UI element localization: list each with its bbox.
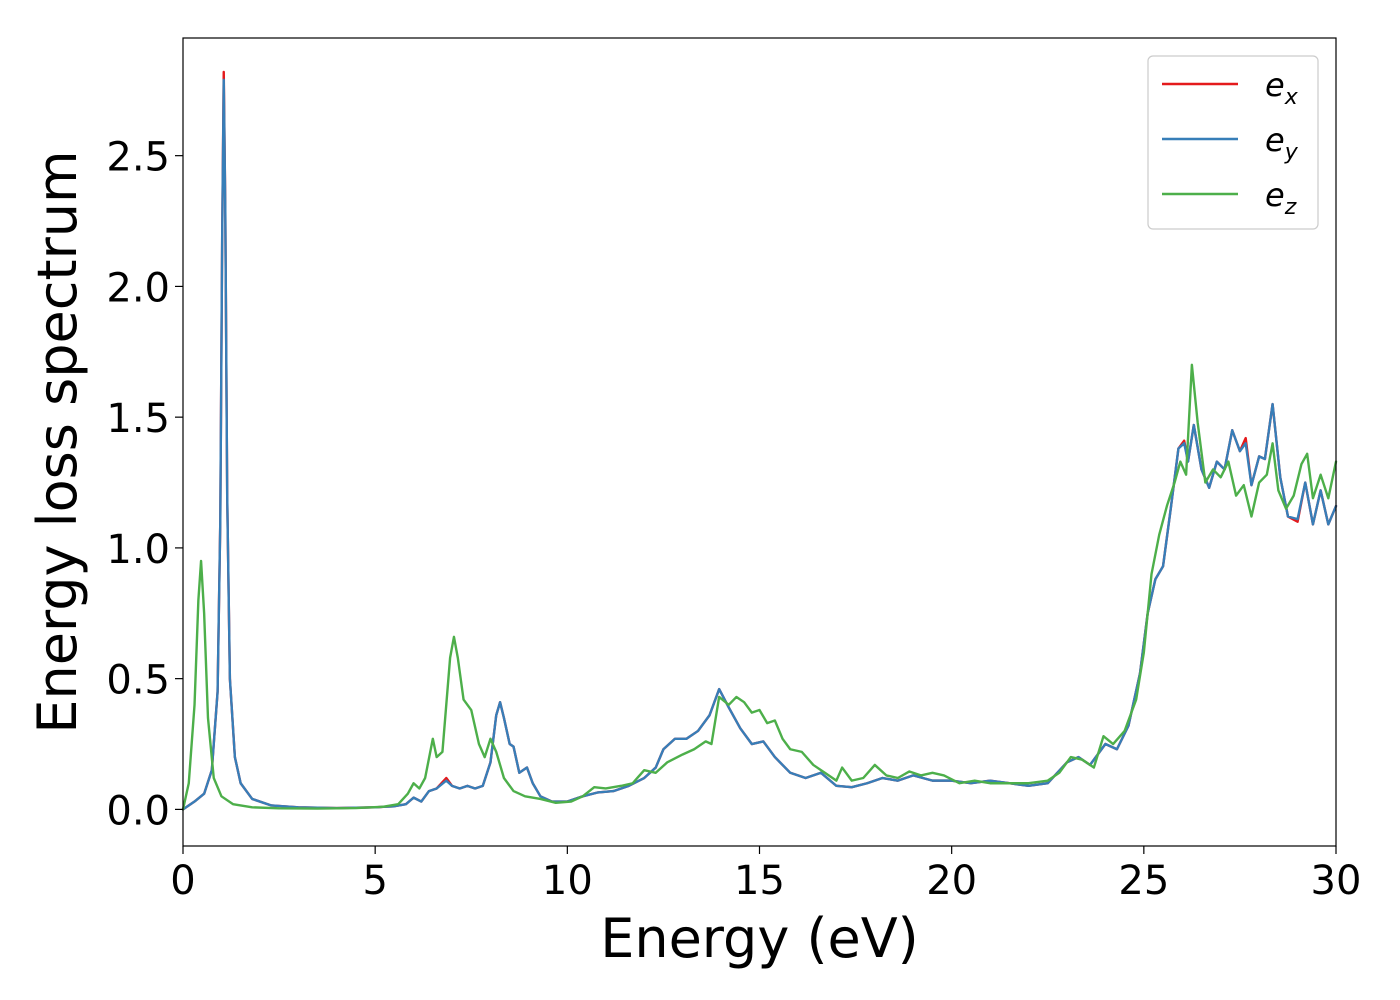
series-line-ey xyxy=(181,78,1338,811)
x-tick-label: 30 xyxy=(1311,858,1362,904)
y-tick-label: 1.0 xyxy=(106,527,170,573)
y-tick-label: 0.0 xyxy=(106,788,170,834)
y-tick-label: 2.5 xyxy=(106,135,170,181)
x-axis: 0 5 10 15 20 25 30 xyxy=(170,846,1361,904)
series-layer xyxy=(181,70,1338,811)
x-axis-title: Energy (eV) xyxy=(600,907,919,970)
y-tick-label: 0.5 xyxy=(106,658,170,704)
legend-box xyxy=(1147,55,1319,230)
y-axis-title: Energy loss spectrum xyxy=(26,150,89,733)
y-axis: 0.0 0.5 1.0 1.5 2.0 2.5 xyxy=(106,135,183,834)
x-tick-label: 10 xyxy=(542,858,593,904)
y-tick-label: 2.0 xyxy=(106,265,170,311)
x-tick-label: 15 xyxy=(734,858,785,904)
y-tick-label: 1.5 xyxy=(106,396,170,442)
legend-label-ex: ex xyxy=(1265,66,1299,110)
x-tick-label: 25 xyxy=(1118,858,1169,904)
legend: ex ey ez xyxy=(1147,55,1319,230)
legend-label-ez: ez xyxy=(1265,176,1297,220)
series-line-ez xyxy=(181,363,1338,811)
x-tick-label: 0 xyxy=(170,858,195,904)
x-tick-label: 20 xyxy=(926,858,977,904)
x-tick-label: 5 xyxy=(362,858,387,904)
legend-label-ey: ey xyxy=(1265,121,1299,165)
